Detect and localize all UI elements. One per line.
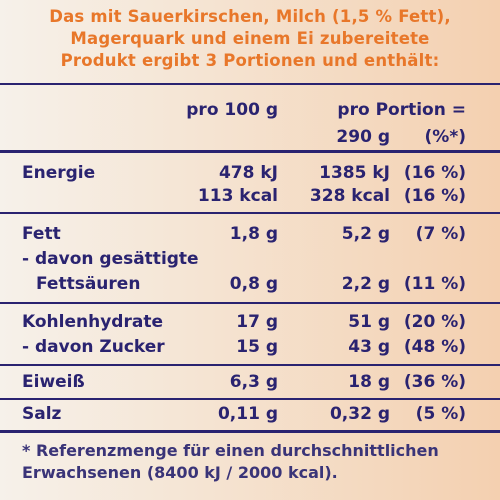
value-100g-fett: 1,8 g <box>229 224 278 244</box>
header-col-portion: pro Portion = <box>337 100 466 120</box>
header-portion-size: 290 g <box>336 127 390 147</box>
value-100g-fettsaeuren: 0,8 g <box>229 274 278 294</box>
value-100g-eiweiss: 6,3 g <box>229 372 278 392</box>
row-label-gesaettigte: - davon gesättigte <box>22 249 199 269</box>
footnote-line-1: * Referenzmenge für einen durchschnittli… <box>22 441 439 460</box>
pct-fettsaeuren: (11 %) <box>403 274 466 294</box>
pct-salz: (5 %) <box>415 404 466 424</box>
pct-kohlenhydrate: (20 %) <box>403 312 466 332</box>
divider-kohlenhydrate <box>0 364 500 366</box>
value-portion-energie-kj: 1385 kJ <box>319 163 390 183</box>
value-portion-salz: 0,32 g <box>329 404 390 424</box>
pct-fett: (7 %) <box>415 224 466 244</box>
row-label-fett: Fett <box>22 224 61 244</box>
divider-eiweiss <box>0 398 500 400</box>
divider-top <box>0 83 500 85</box>
divider-energie <box>0 212 500 214</box>
value-100g-energie-kcal: 113 kcal <box>197 186 278 206</box>
pct-energie-kj: (16 %) <box>403 163 466 183</box>
intro-text: Das mit Sauerkirschen, Milch (1,5 % Fett… <box>0 6 500 72</box>
header-col-100g: pro 100 g <box>186 100 278 120</box>
value-portion-zucker: 43 g <box>348 337 390 357</box>
value-portion-kohlenhydrate: 51 g <box>348 312 390 332</box>
pct-zucker: (48 %) <box>403 337 466 357</box>
value-100g-kohlenhydrate: 17 g <box>236 312 278 332</box>
value-100g-energie-kj: 478 kJ <box>218 163 278 183</box>
footnote: * Referenzmenge für einen durchschnittli… <box>22 440 439 484</box>
row-label-salz: Salz <box>22 404 62 424</box>
pct-energie-kcal: (16 %) <box>403 186 466 206</box>
intro-line-2: Magerquark und einem Ei zubereitete <box>70 29 430 48</box>
divider-bottom <box>0 430 500 433</box>
value-portion-eiweiss: 18 g <box>348 372 390 392</box>
footnote-line-2: Erwachsenen (8400 kJ / 2000 kcal). <box>22 463 338 482</box>
row-label-kohlenhydrate: Kohlenhydrate <box>22 312 163 332</box>
row-label-zucker: - davon Zucker <box>22 337 165 357</box>
value-portion-fettsaeuren: 2,2 g <box>341 274 390 294</box>
divider-fett <box>0 302 500 304</box>
row-label-eiweiss: Eiweiß <box>22 372 85 392</box>
intro-line-3: Produkt ergibt 3 Portionen und enthält: <box>60 51 440 70</box>
header-pct-label: (%*) <box>424 127 466 147</box>
divider-header <box>0 150 500 153</box>
intro-line-1: Das mit Sauerkirschen, Milch (1,5 % Fett… <box>49 7 451 26</box>
value-100g-zucker: 15 g <box>236 337 278 357</box>
value-portion-energie-kcal: 328 kcal <box>309 186 390 206</box>
row-label-energie: Energie <box>22 163 96 183</box>
value-portion-fett: 5,2 g <box>341 224 390 244</box>
pct-eiweiss: (36 %) <box>403 372 466 392</box>
row-label-fettsaeuren: Fettsäuren <box>36 274 141 294</box>
value-100g-salz: 0,11 g <box>217 404 278 424</box>
